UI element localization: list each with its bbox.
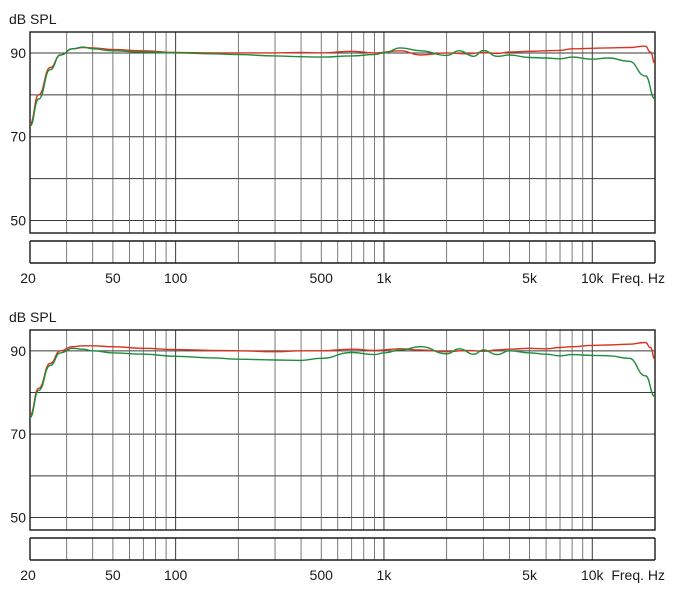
chart-panel-1: dB SPL 90 70 50 20 50 100 500 1k 5k 10k Freq. Hz bbox=[9, 11, 665, 286]
x-tick-label: 100 bbox=[164, 567, 188, 583]
x-tick-label: 500 bbox=[310, 270, 334, 286]
y-axis-label: dB SPL bbox=[9, 11, 57, 27]
x-tick-label: 10k bbox=[581, 567, 605, 583]
x-tick-label: 5k bbox=[522, 270, 538, 286]
y-tick-label: 70 bbox=[10, 426, 26, 442]
x-tick-label: 500 bbox=[310, 567, 334, 583]
x-tick-label: 1k bbox=[377, 567, 393, 583]
series-line-2 bbox=[29, 346, 656, 419]
x-axis-label: Freq. Hz bbox=[611, 270, 665, 286]
x-tick-label: 100 bbox=[164, 270, 188, 286]
series-line-1 bbox=[29, 341, 656, 417]
y-axis-label: dB SPL bbox=[9, 309, 57, 325]
series-line-1 bbox=[29, 45, 656, 125]
x-tick-label: 50 bbox=[105, 567, 121, 583]
x-tick-label: 50 bbox=[105, 270, 121, 286]
y-tick-label: 50 bbox=[10, 510, 26, 526]
x-tick-label: 1k bbox=[377, 270, 393, 286]
x-tick-label: 10k bbox=[581, 270, 605, 286]
x-tick-label: 20 bbox=[20, 270, 36, 286]
x-tick-label: 20 bbox=[20, 567, 36, 583]
series-line-2 bbox=[29, 46, 656, 127]
y-tick-label: 90 bbox=[10, 343, 26, 359]
x-axis-label: Freq. Hz bbox=[611, 567, 665, 583]
y-tick-label: 50 bbox=[10, 212, 26, 228]
y-tick-label: 70 bbox=[10, 129, 26, 145]
plot-frame bbox=[29, 329, 656, 531]
plot-frame bbox=[29, 31, 656, 234]
x-tick-label: 5k bbox=[522, 567, 538, 583]
y-tick-label: 90 bbox=[10, 45, 26, 61]
chart-panel-2: dB SPL 90 70 50 20 50 100 500 1k 5k 10k Freq. Hz bbox=[9, 309, 665, 583]
